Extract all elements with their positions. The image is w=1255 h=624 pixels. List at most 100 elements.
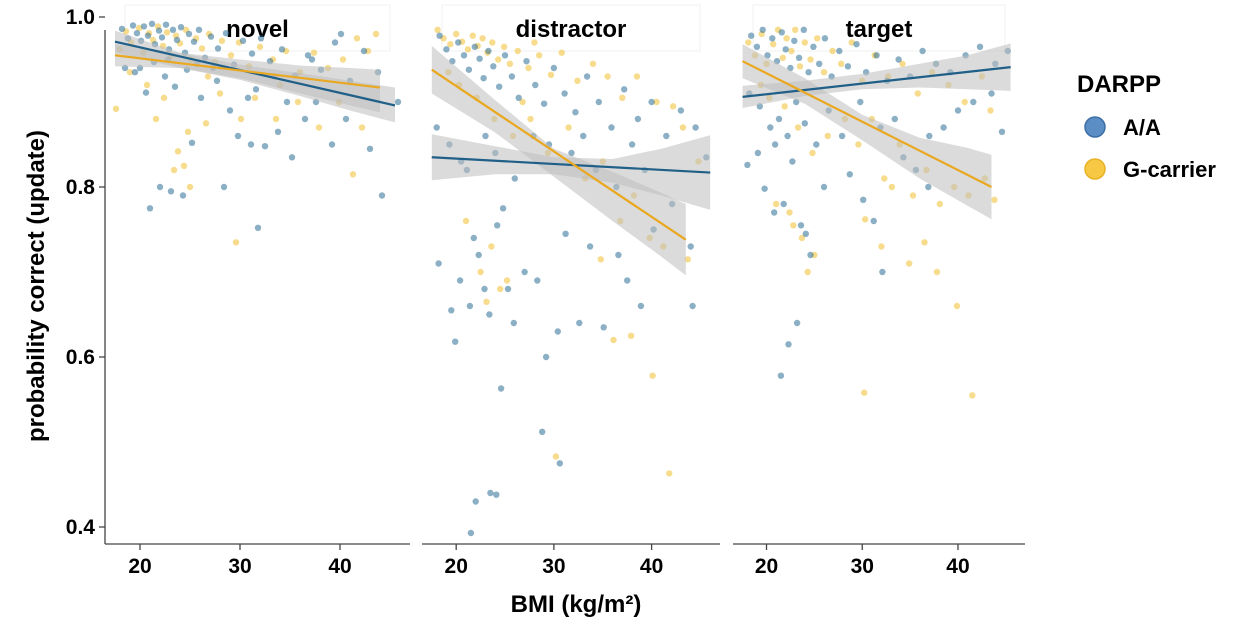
data-point	[261, 143, 269, 150]
data-point	[906, 260, 913, 267]
data-point	[162, 21, 170, 28]
data-point	[515, 94, 522, 102]
x-tick-label: 20	[755, 555, 778, 578]
data-point	[621, 86, 628, 93]
legend-label-aa: A/A	[1123, 115, 1161, 140]
data-point	[146, 205, 154, 212]
data-point	[899, 60, 906, 67]
data-point	[283, 98, 291, 106]
data-point	[684, 256, 691, 263]
data-point	[561, 90, 568, 97]
data-point	[497, 385, 505, 392]
data-point	[586, 243, 594, 250]
data-point	[480, 75, 487, 82]
data-point	[798, 234, 806, 242]
data-point	[556, 460, 563, 467]
data-point	[933, 268, 941, 276]
data-point	[539, 428, 546, 435]
data-point	[936, 200, 943, 208]
data-point	[540, 100, 548, 107]
data-point	[202, 120, 210, 127]
data-point	[506, 60, 514, 67]
data-point	[914, 90, 921, 97]
data-point	[496, 83, 503, 90]
data-point	[486, 311, 493, 318]
data-point	[131, 69, 139, 76]
data-point	[234, 132, 242, 140]
data-point	[216, 90, 224, 97]
data-point	[197, 94, 205, 102]
data-point	[770, 41, 777, 48]
data-point	[595, 98, 602, 106]
data-point	[511, 175, 518, 182]
data-point	[190, 38, 198, 45]
data-point	[472, 498, 479, 505]
data-point	[479, 35, 486, 42]
data-point	[778, 29, 785, 36]
panel-distractor: distractor 20 30 40	[422, 4, 720, 578]
data-point	[214, 45, 222, 52]
y-tick-label: 0.6	[66, 346, 95, 369]
data-point	[514, 47, 521, 55]
data-point	[820, 183, 828, 191]
data-point	[785, 341, 792, 348]
data-point	[634, 115, 642, 123]
data-point	[753, 43, 761, 50]
data-point	[998, 128, 1006, 135]
data-point	[848, 39, 855, 46]
data-point	[510, 319, 517, 327]
data-point	[793, 319, 801, 327]
data-point	[174, 148, 182, 155]
data-point	[895, 56, 902, 63]
data-point	[222, 30, 230, 37]
data-point	[610, 336, 617, 344]
data-point	[142, 89, 150, 96]
data-point	[565, 124, 572, 131]
data-point	[562, 230, 569, 237]
data-point	[481, 285, 488, 293]
x-tick-label: 20	[128, 555, 151, 578]
data-point	[488, 243, 495, 250]
data-point	[624, 277, 631, 284]
data-point	[861, 216, 869, 223]
data-point	[487, 489, 494, 497]
fit-line	[114, 40, 396, 107]
legend-swatch-aa	[1084, 116, 1106, 138]
y-axis-title: probability correct (update)	[23, 130, 50, 442]
data-point	[669, 103, 677, 110]
data-point	[360, 47, 368, 55]
data-point	[301, 115, 309, 123]
data-point	[649, 372, 656, 379]
data-point	[861, 389, 868, 396]
data-point	[648, 98, 655, 106]
data-point	[140, 23, 148, 30]
data-point	[790, 222, 797, 229]
data-point	[820, 69, 828, 76]
data-point	[824, 132, 831, 140]
fit-line	[742, 66, 1011, 98]
data-point	[821, 35, 829, 42]
data-point	[780, 200, 787, 208]
data-point	[926, 132, 933, 140]
data-point	[804, 268, 811, 276]
data-point	[689, 302, 696, 310]
data-point	[135, 24, 143, 32]
data-point	[976, 43, 984, 50]
data-point	[767, 124, 774, 131]
data-point	[692, 124, 699, 131]
data-point	[550, 64, 558, 72]
ci-ribbon	[115, 44, 380, 113]
data-point	[779, 54, 786, 61]
y-tick-label: 0.4	[66, 516, 96, 539]
data-point	[257, 35, 265, 42]
data-point	[173, 36, 181, 44]
data-point	[274, 128, 282, 135]
data-point	[366, 145, 374, 152]
data-point	[792, 26, 799, 33]
data-point	[801, 120, 808, 127]
data-point	[185, 30, 193, 38]
data-point	[781, 103, 788, 110]
data-point	[471, 43, 478, 50]
